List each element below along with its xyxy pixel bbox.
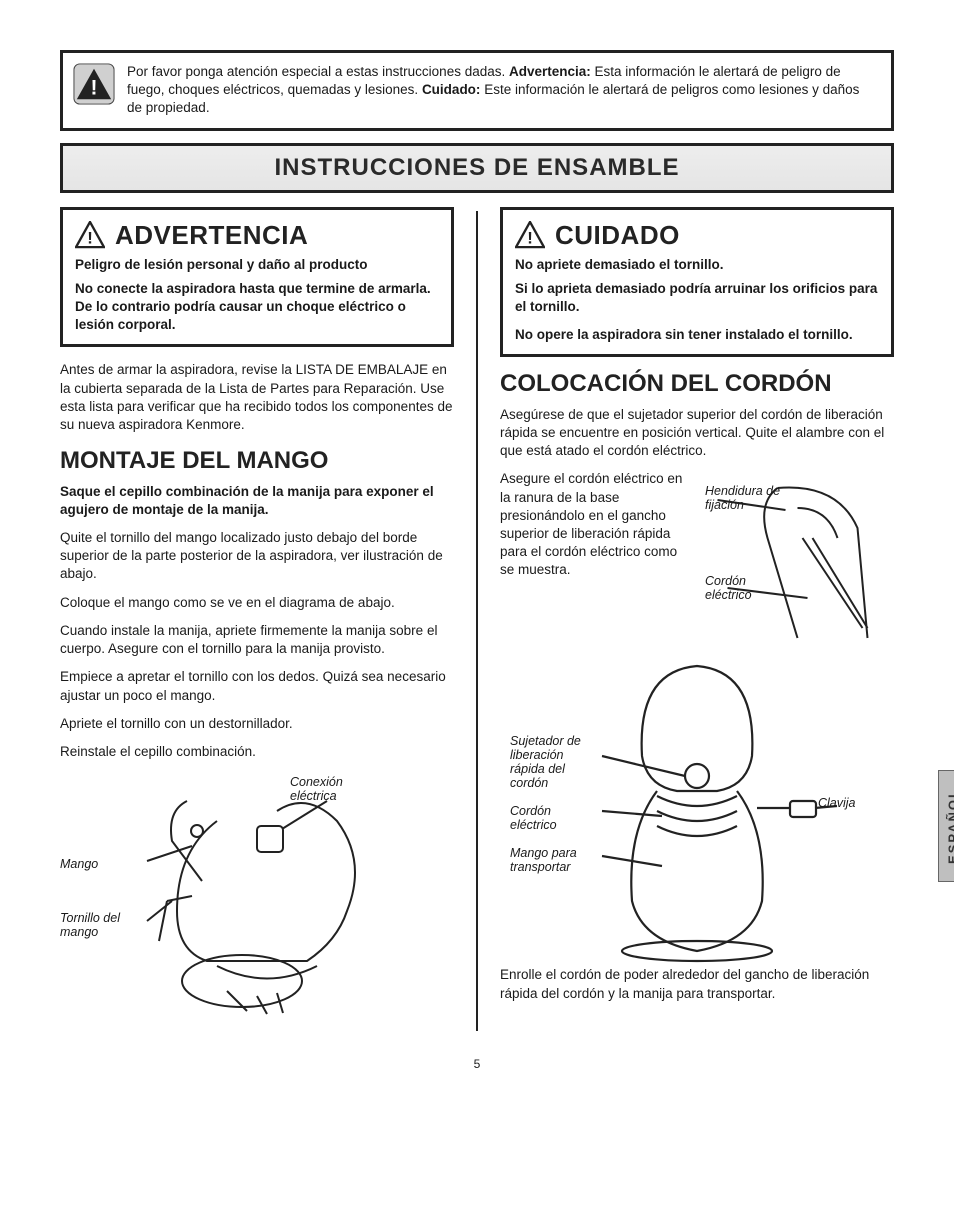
attention-adv-label: Advertencia: bbox=[509, 64, 591, 79]
svg-text:!: ! bbox=[91, 77, 98, 100]
montaje-heading: MONTAJE DEL MANGO bbox=[60, 448, 454, 474]
left-p1: Antes de armar la aspiradora, revise la … bbox=[60, 361, 454, 434]
advertencia-title: ADVERTENCIA bbox=[115, 220, 308, 251]
fig-label-conexion: Conexión eléctrica bbox=[290, 775, 370, 803]
attention-text: Por favor ponga atención especial a esta… bbox=[127, 63, 877, 118]
columns: ! ADVERTENCIA Peligro de lesión personal… bbox=[60, 207, 894, 1032]
left-p3: Quite el tornillo del mango localizado j… bbox=[60, 529, 454, 584]
fig-label-mango: Mango bbox=[60, 857, 98, 871]
cuidado-subtitle: No apriete demasiado el tornillo. bbox=[515, 257, 879, 272]
right-column: ! CUIDADO No apriete demasiado el tornil… bbox=[500, 207, 894, 1032]
fig2-label-clavija: Clavija bbox=[818, 796, 856, 810]
advertencia-title-row: ! ADVERTENCIA bbox=[75, 220, 439, 251]
cord-wrap-figure: Sujetador de liberación rápida del cordó… bbox=[500, 656, 894, 966]
cuidado-title: CUIDADO bbox=[555, 220, 680, 251]
fig1-label-hendidura: Hendidura de fijación bbox=[705, 484, 785, 512]
left-p7: Apriete el tornillo con un destornillado… bbox=[60, 715, 454, 733]
right-p1: Asegúrese de que el sujetador superior d… bbox=[500, 406, 894, 461]
fig1-label-cordon: Cordón eléctrico bbox=[705, 574, 775, 602]
cord-step-row: Asegure el cordón eléctrico en la ranura… bbox=[500, 470, 894, 648]
handle-assembly-illustration bbox=[60, 771, 454, 1031]
cuidado-b2: No opere la aspiradora sin tener instala… bbox=[515, 326, 879, 344]
language-tab: ESPAÑOL bbox=[938, 770, 954, 882]
handle-assembly-figure: Mango Tornillo del mango Conexión eléctr… bbox=[60, 771, 454, 1031]
warning-triangle-icon: ! bbox=[515, 221, 545, 249]
colocacion-heading: COLOCACIÓN DEL CORDÓN bbox=[500, 371, 894, 397]
left-p2: Saque el cepillo combinación de la manij… bbox=[60, 483, 454, 519]
left-column: ! ADVERTENCIA Peligro de lesión personal… bbox=[60, 207, 454, 1032]
advertencia-box: ! ADVERTENCIA Peligro de lesión personal… bbox=[60, 207, 454, 348]
advertencia-body: No conecte la aspiradora hasta que termi… bbox=[75, 280, 439, 335]
warning-triangle-icon: ! bbox=[75, 221, 105, 249]
fig2-label-mango: Mango para transportar bbox=[510, 846, 600, 874]
cuidado-box: ! CUIDADO No apriete demasiado el tornil… bbox=[500, 207, 894, 358]
page-number: 5 bbox=[60, 1057, 894, 1071]
right-p2: Asegure el cordón eléctrico en la ranura… bbox=[500, 470, 693, 638]
warning-triangle-icon: ! bbox=[73, 63, 115, 105]
fig2-label-sujetador: Sujetador de liberación rápida del cordó… bbox=[510, 734, 600, 790]
fig-label-tornillo: Tornillo del mango bbox=[60, 911, 130, 939]
column-divider bbox=[476, 211, 478, 1032]
attention-cui-label: Cuidado: bbox=[422, 82, 481, 97]
attention-intro: Por favor ponga atención especial a esta… bbox=[127, 64, 509, 79]
section-banner: INSTRUCCIONES DE ENSAMBLE bbox=[60, 143, 894, 193]
advertencia-subtitle: Peligro de lesión personal y daño al pro… bbox=[75, 257, 439, 272]
cord-slot-figure: Hendidura de fijación Cordón eléctrico bbox=[701, 478, 894, 648]
fig2-label-cordon: Cordón eléctrico bbox=[510, 804, 580, 832]
cuidado-title-row: ! CUIDADO bbox=[515, 220, 879, 251]
left-p8: Reinstale el cepillo combinación. bbox=[60, 743, 454, 761]
left-p6: Empiece a apretar el tornillo con los de… bbox=[60, 668, 454, 704]
svg-text:!: ! bbox=[527, 229, 533, 248]
left-p4: Coloque el mango como se ve en el diagra… bbox=[60, 594, 454, 612]
left-p5: Cuando instale la manija, apriete firmem… bbox=[60, 622, 454, 658]
page: ! Por favor ponga atención especial a es… bbox=[0, 0, 954, 1111]
language-tab-label: ESPAÑOL bbox=[946, 788, 954, 864]
cuidado-b1: Si lo aprieta demasiado podría arruinar … bbox=[515, 280, 879, 316]
right-p3: Enrolle el cordón de poder alrededor del… bbox=[500, 966, 894, 1002]
svg-text:!: ! bbox=[87, 229, 93, 248]
attention-box: ! Por favor ponga atención especial a es… bbox=[60, 50, 894, 131]
